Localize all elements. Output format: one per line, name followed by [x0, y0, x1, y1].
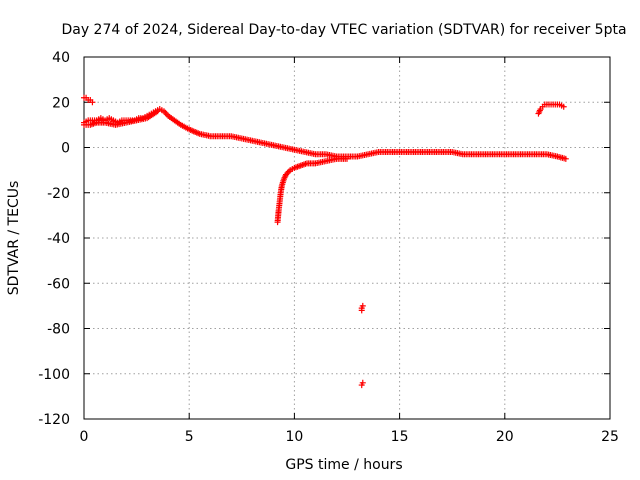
x-axis-label: GPS time / hours — [285, 457, 402, 473]
y-tick-label: 0 — [61, 141, 70, 157]
y-tick-label: -80 — [47, 322, 70, 338]
x-tick-label: 15 — [391, 429, 409, 445]
x-tick-label: 5 — [185, 429, 194, 445]
y-tick-label: 20 — [52, 95, 70, 111]
y-tick-label: -40 — [47, 231, 70, 247]
y-tick-label: 40 — [52, 50, 70, 66]
y-tick-label: -120 — [38, 412, 70, 428]
x-tick-label: 20 — [496, 429, 514, 445]
data-point — [344, 155, 350, 162]
x-tick-label: 25 — [601, 429, 619, 445]
x-tick-label: 0 — [80, 429, 89, 445]
chart-title: Day 274 of 2024, Sidereal Day-to-day VTE… — [61, 22, 626, 38]
y-axis-label: SDTVAR / TECUs — [6, 181, 22, 296]
data-point — [358, 307, 365, 314]
grid — [84, 57, 610, 419]
y-tick-label: -20 — [47, 186, 70, 202]
y-tick-label: -100 — [38, 367, 70, 383]
data-points — [81, 94, 569, 389]
y-tick-label: -60 — [47, 276, 70, 292]
data-point — [89, 99, 96, 106]
data-point — [359, 302, 366, 309]
data-point — [562, 155, 569, 162]
data-point — [154, 108, 161, 115]
axis-ticks: 0 5 10 15 20 25 40 20 0 -20 -40 -60 -80 -100 -120 — [38, 50, 619, 445]
data-point — [560, 103, 567, 110]
data-point — [359, 379, 366, 386]
x-tick-label: 10 — [285, 429, 303, 445]
